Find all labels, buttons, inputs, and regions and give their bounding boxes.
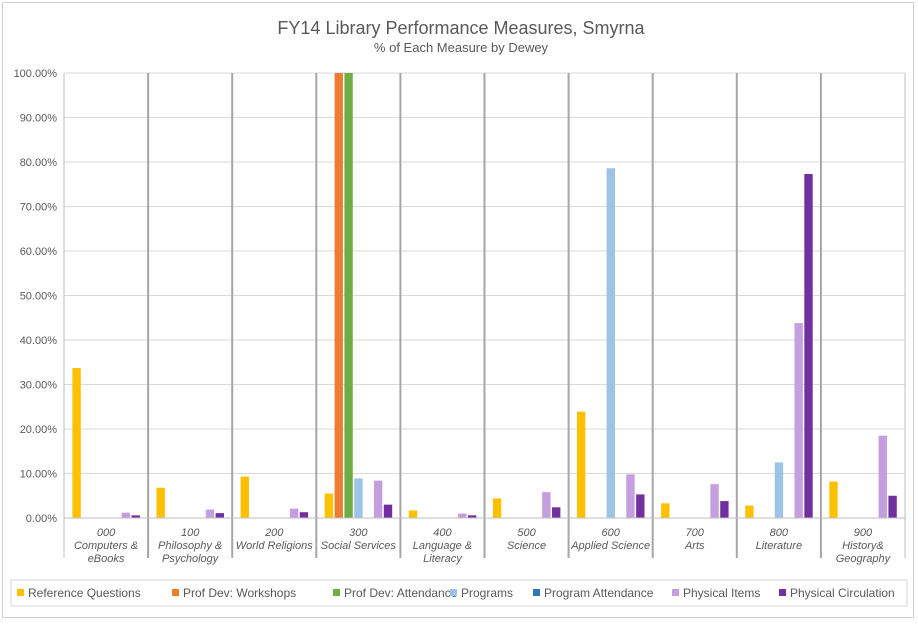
y-tick-label: 90.00% (20, 113, 58, 125)
x-tick-label: 500 (517, 527, 536, 539)
bar (383, 504, 393, 518)
y-tick-label: 50.00% (20, 291, 58, 303)
bar (289, 508, 299, 518)
legend-swatch (17, 589, 24, 596)
x-tick-label: Philosophy & (158, 540, 222, 552)
x-tick-label: Language & (413, 540, 472, 552)
x-tick-label: 100 (181, 527, 200, 539)
bar (774, 462, 784, 519)
y-tick-label: 20.00% (20, 424, 58, 436)
bar (804, 174, 813, 518)
bar (492, 498, 502, 518)
bar (131, 515, 140, 518)
legend-swatch (450, 589, 457, 596)
y-tick-label: 10.00% (20, 469, 58, 481)
legend-label: Prof Dev: Attendance (344, 586, 458, 600)
bar (156, 487, 165, 518)
x-tick-label: Social Services (321, 540, 397, 552)
x-tick-label: History& (842, 540, 884, 552)
bar (888, 495, 897, 518)
x-tick-label: Computers & (74, 540, 138, 552)
y-tick-label: 100.00% (14, 68, 58, 80)
bar (215, 513, 224, 518)
bar (205, 509, 215, 518)
legend-swatch (172, 589, 179, 596)
x-tick-label: Literacy (423, 553, 463, 565)
x-tick-label: 300 (349, 527, 368, 539)
legend-label: Reference Questions (28, 586, 141, 600)
x-tick-label: 200 (264, 527, 284, 539)
legend-label: Prof Dev: Workshops (183, 586, 296, 600)
x-tick-label: World Religions (236, 540, 314, 552)
y-tick-label: 60.00% (20, 246, 58, 258)
x-tick-label: 800 (770, 527, 789, 539)
x-tick-label: Applied Science (570, 540, 650, 552)
bar (240, 476, 249, 518)
bar (121, 512, 131, 518)
x-tick-label: 600 (601, 527, 620, 539)
bar (458, 513, 467, 518)
bar (334, 73, 343, 518)
y-axis: 0.00% 10.00% 20.00% 30.00% 40.00% 50.00% 60.00… (14, 68, 58, 525)
gridlines (63, 72, 906, 558)
bar (408, 510, 418, 518)
bar (661, 503, 670, 518)
bar-chart: FY14 Library Performance Measures, Smyrn… (10, 18, 908, 607)
legend-swatch (533, 589, 540, 596)
bar (794, 323, 803, 518)
legend-label: Program Attendance (544, 586, 654, 600)
bars (64, 73, 905, 519)
bar (324, 493, 334, 518)
x-tick-label: Science (507, 540, 546, 552)
bar (72, 368, 81, 518)
bar (577, 411, 586, 518)
bar (745, 505, 754, 518)
legend-swatch (333, 589, 340, 596)
legend-label: Physical Items (683, 586, 760, 600)
y-tick-label: 70.00% (20, 202, 58, 214)
x-tick-label: 900 (854, 527, 873, 539)
bar (710, 484, 719, 518)
legend: Reference Questions Prof Dev: Workshops Pr… (10, 579, 908, 607)
x-tick-label: Literature (756, 540, 802, 552)
legend-box (10, 579, 908, 607)
bar (878, 435, 887, 518)
bar (344, 73, 353, 518)
x-tick-label: 400 (433, 527, 452, 539)
x-tick-label: 000 (97, 527, 116, 539)
x-tick-label: Geography (836, 553, 892, 565)
legend-label: Programs (461, 586, 513, 600)
legend-swatch (779, 589, 786, 596)
y-tick-label: 40.00% (20, 335, 58, 347)
bar (606, 168, 615, 519)
chart-title: FY14 Library Performance Measures, Smyrn… (277, 18, 645, 38)
x-tick-label: 700 (686, 527, 705, 539)
legend-label: Physical Circulation (790, 586, 895, 600)
x-tick-label: Arts (684, 540, 705, 552)
bar (636, 494, 645, 518)
bar (720, 501, 729, 518)
legend-swatch (672, 589, 679, 596)
bar (354, 478, 363, 518)
bar (542, 492, 551, 518)
bar (552, 507, 561, 518)
x-tick-label: Psychology (162, 553, 220, 565)
y-tick-label: 0.00% (26, 513, 57, 525)
chart-subtitle: % of Each Measure by Dewey (374, 40, 549, 55)
y-tick-label: 80.00% (20, 157, 58, 169)
bar (467, 515, 477, 518)
y-tick-label: 30.00% (20, 380, 58, 392)
bar (373, 480, 383, 518)
bar (626, 474, 635, 518)
x-tick-label: eBooks (88, 553, 125, 565)
bar (829, 481, 838, 518)
bar (299, 512, 309, 518)
